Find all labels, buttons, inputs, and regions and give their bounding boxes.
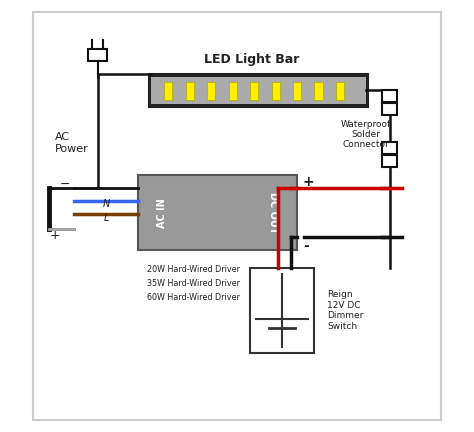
Bar bbox=[228, 82, 237, 100]
Text: +: + bbox=[49, 229, 60, 242]
Bar bbox=[138, 175, 297, 250]
Text: 60W Hard-Wired Driver: 60W Hard-Wired Driver bbox=[147, 292, 240, 302]
Bar bbox=[88, 49, 107, 61]
Text: DC OUT: DC OUT bbox=[268, 192, 279, 234]
Bar bbox=[336, 82, 344, 100]
Bar bbox=[293, 82, 301, 100]
Text: N: N bbox=[102, 200, 109, 210]
Text: Reign
12V DC
Dimmer
Switch: Reign 12V DC Dimmer Switch bbox=[327, 290, 364, 330]
Bar bbox=[382, 103, 397, 115]
Text: Waterproof
Solder
Connector: Waterproof Solder Connector bbox=[341, 120, 391, 149]
Text: LED Light Bar: LED Light Bar bbox=[204, 53, 300, 66]
Text: L: L bbox=[103, 213, 109, 223]
Text: +: + bbox=[302, 175, 314, 189]
Bar bbox=[149, 74, 368, 107]
Bar bbox=[314, 82, 323, 100]
Bar bbox=[382, 142, 397, 154]
Bar bbox=[272, 82, 280, 100]
Text: 35W Hard-Wired Driver: 35W Hard-Wired Driver bbox=[147, 279, 240, 288]
Text: AC IN: AC IN bbox=[157, 198, 167, 228]
Text: -: - bbox=[303, 239, 309, 253]
Text: −: − bbox=[60, 178, 71, 191]
Bar bbox=[186, 82, 194, 100]
Text: AC
Power: AC Power bbox=[55, 132, 88, 154]
Text: 20W Hard-Wired Driver: 20W Hard-Wired Driver bbox=[147, 265, 240, 274]
Bar bbox=[250, 82, 258, 100]
Bar bbox=[207, 82, 215, 100]
Bar bbox=[151, 76, 366, 105]
Bar bbox=[382, 155, 397, 167]
Bar bbox=[164, 82, 173, 100]
Bar bbox=[382, 90, 397, 102]
Bar bbox=[250, 267, 314, 353]
